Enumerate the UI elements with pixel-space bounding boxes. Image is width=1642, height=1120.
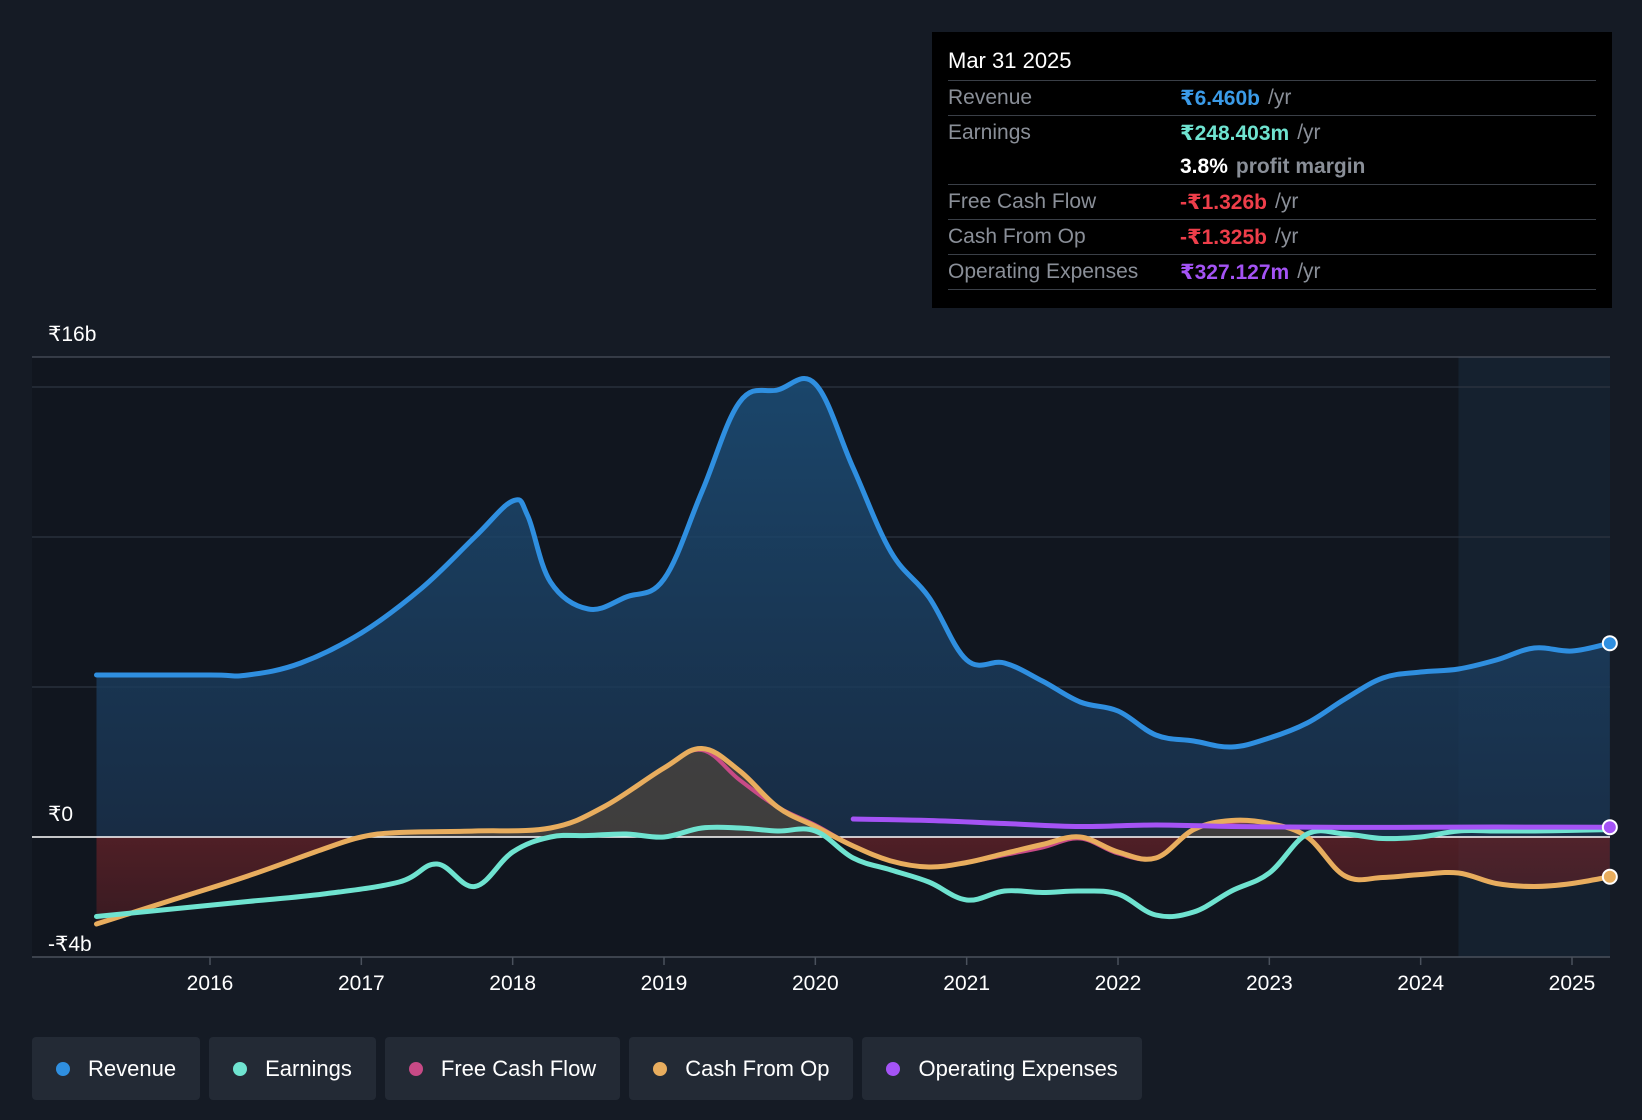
- x-tick-label: 2025: [1549, 972, 1596, 995]
- legend-dot-icon: [409, 1062, 423, 1076]
- tooltip-unit: /yr: [1297, 260, 1320, 284]
- legend-dot-icon: [886, 1062, 900, 1076]
- x-tick-label: 2024: [1397, 972, 1444, 995]
- tooltip-label: Operating Expenses: [948, 260, 1180, 284]
- x-tick-label: 2022: [1095, 972, 1142, 995]
- tooltip-unit: profit margin: [1236, 155, 1366, 179]
- legend-item-earnings[interactable]: Earnings: [209, 1037, 376, 1100]
- x-tick-label: 2021: [943, 972, 990, 995]
- tooltip-value: 3.8%: [1180, 155, 1228, 179]
- tooltip-label: Revenue: [948, 86, 1180, 110]
- legend-label: Cash From Op: [685, 1056, 829, 1082]
- legend-item-cash-from-op[interactable]: Cash From Op: [629, 1037, 853, 1100]
- tooltip-unit: /yr: [1275, 225, 1298, 249]
- tooltip-label: Free Cash Flow: [948, 190, 1180, 214]
- tooltip-unit: /yr: [1275, 190, 1298, 214]
- legend-item-revenue[interactable]: Revenue: [32, 1037, 200, 1100]
- x-tick-label: 2023: [1246, 972, 1293, 995]
- tooltip-row-revenue: Revenue ₹6.460b /yr: [948, 80, 1596, 115]
- tooltip-panel: Mar 31 2025 Revenue ₹6.460b /yr Earnings…: [932, 32, 1612, 308]
- legend-label: Operating Expenses: [918, 1056, 1117, 1082]
- legend-item-operating-expenses[interactable]: Operating Expenses: [862, 1037, 1141, 1100]
- x-tick-label: 2016: [187, 972, 234, 995]
- operating-expenses-end-marker: [1603, 820, 1617, 834]
- tooltip-date: Mar 31 2025: [948, 46, 1596, 80]
- y-tick-label: -₹4b: [48, 933, 92, 956]
- x-tick-label: 2019: [641, 972, 688, 995]
- x-tick-label: 2020: [792, 972, 839, 995]
- tooltip-row-earnings: Earnings ₹248.403m /yr: [948, 115, 1596, 150]
- tooltip-value: ₹327.127m: [1180, 260, 1289, 285]
- revenue-end-marker: [1603, 636, 1617, 650]
- legend-dot-icon: [653, 1062, 667, 1076]
- tooltip-value: ₹6.460b: [1180, 86, 1260, 111]
- x-tick-label: 2017: [338, 972, 385, 995]
- legend: Revenue Earnings Free Cash Flow Cash Fro…: [32, 1037, 1151, 1100]
- tooltip-row-cfo: Cash From Op -₹1.325b /yr: [948, 219, 1596, 254]
- legend-label: Free Cash Flow: [441, 1056, 596, 1082]
- tooltip-row-margin: 3.8% profit margin: [948, 150, 1596, 184]
- y-tick-label: ₹16b: [48, 323, 96, 346]
- tooltip-unit: /yr: [1297, 121, 1320, 145]
- legend-label: Earnings: [265, 1056, 352, 1082]
- tooltip-value: -₹1.325b: [1180, 225, 1267, 250]
- legend-item-free-cash-flow[interactable]: Free Cash Flow: [385, 1037, 620, 1100]
- tooltip-row-opex: Operating Expenses ₹327.127m /yr: [948, 254, 1596, 290]
- legend-label: Revenue: [88, 1056, 176, 1082]
- y-tick-label: ₹0: [48, 803, 73, 826]
- legend-dot-icon: [56, 1062, 70, 1076]
- tooltip-value: -₹1.326b: [1180, 190, 1267, 215]
- legend-dot-icon: [233, 1062, 247, 1076]
- tooltip-unit: /yr: [1268, 86, 1291, 110]
- tooltip-value: ₹248.403m: [1180, 121, 1289, 146]
- x-tick-label: 2018: [489, 972, 536, 995]
- tooltip-label: Earnings: [948, 121, 1180, 145]
- tooltip-row-fcf: Free Cash Flow -₹1.326b /yr: [948, 184, 1596, 219]
- cash-from-op-end-marker: [1603, 870, 1617, 884]
- tooltip-label: Cash From Op: [948, 225, 1180, 249]
